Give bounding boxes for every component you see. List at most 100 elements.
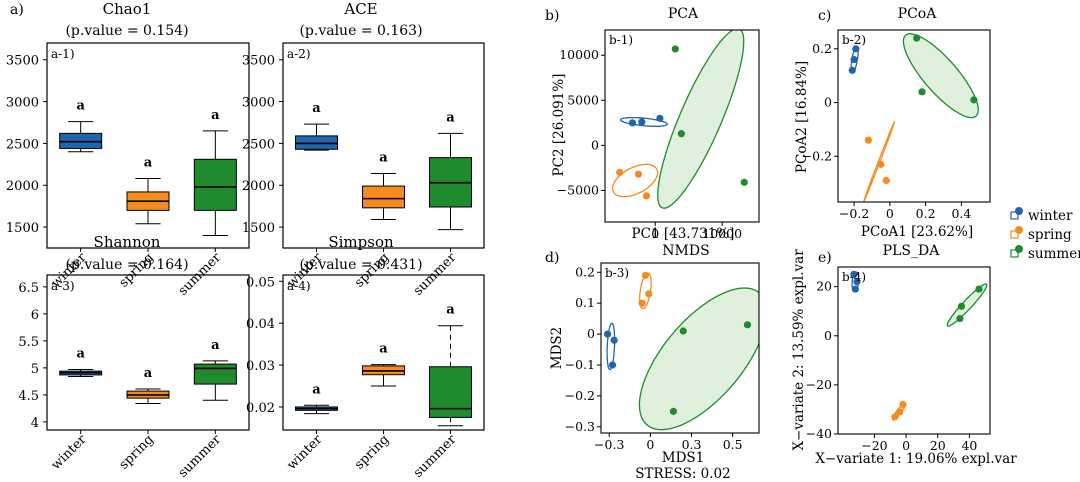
significance-letter: a: [312, 382, 321, 397]
plot-area: [611, 30, 748, 209]
y-tick-label: 0: [587, 326, 595, 341]
y-tick-label: 3500: [6, 54, 39, 69]
point-summer: [740, 178, 748, 186]
legend-swatch-box-summer: [1010, 249, 1019, 258]
stress-label: STRESS: 0.02: [635, 466, 730, 482]
ordination-panel-nmds: d) NMDS b-3) −0.3 0 0.3 0.5 −0.3 −0.2 −0.1 0 0.1 0.2…: [545, 243, 760, 482]
point-winter: [610, 336, 618, 344]
point-spring: [616, 168, 624, 177]
y-axis-label: MDS2: [549, 327, 565, 369]
point-summer: [679, 327, 687, 335]
x-axis-label: PC1 [43.731%]: [632, 226, 735, 242]
x-tick-label: summer: [411, 432, 460, 481]
confidence-ellipse-spring: [863, 120, 895, 202]
y-tick-label: 4: [31, 416, 39, 431]
legend: winter spring summer: [1010, 207, 1080, 262]
y-tick-label: −0.2: [565, 388, 595, 403]
x-tick-label: winter: [284, 432, 325, 473]
y-tick-label: 0.03: [246, 359, 275, 374]
significance-letter: a: [379, 151, 388, 166]
panel-label: b): [545, 8, 559, 24]
plot-frame: [837, 29, 991, 203]
point-winter: [656, 114, 664, 122]
legend-label: spring: [1028, 227, 1072, 243]
y-tick-label: −40: [806, 426, 832, 441]
plot-frame: [600, 262, 760, 434]
point-winter: [638, 118, 646, 126]
box-summer: [429, 366, 472, 418]
y-tick-label: −0.3: [565, 419, 595, 434]
boxplot-panel-ace: ACE (p.value = 0.163) a-2) 1500 2000 2500 3000…: [242, 0, 485, 299]
chart-title: Simpson: [328, 233, 394, 251]
y-tick-label: 0: [824, 95, 832, 110]
x-tick-label: 0: [651, 226, 659, 241]
subpanel-tag: a-3): [51, 279, 75, 293]
point-spring: [634, 170, 643, 178]
point-winter: [853, 278, 861, 286]
y-tick-label: 5: [31, 362, 39, 377]
point-summer: [669, 407, 678, 415]
x-tick-label: −20: [861, 438, 887, 453]
confidence-ellipse-summer: [638, 287, 759, 431]
point-winter: [848, 66, 856, 74]
point-winter: [850, 270, 858, 278]
x-tick-label: 0: [886, 206, 894, 221]
x-tick-label: spring: [116, 432, 156, 472]
y-tick-label: 5000: [567, 92, 599, 107]
x-tick-label: summer: [176, 432, 225, 481]
legend-label: summer: [1028, 246, 1080, 262]
chart-title: Chao1: [103, 0, 152, 18]
y-tick-label: −0.2: [802, 148, 832, 163]
panel-label: c): [818, 8, 831, 24]
y-tick-label: 20: [816, 279, 832, 294]
legend-swatch-dot-winter: [1015, 207, 1023, 215]
x-axis-label: X−variate 1: 19.06% expl.var: [815, 451, 1017, 467]
point-spring: [641, 271, 650, 279]
point-spring: [899, 400, 907, 409]
chart-title: ACE: [343, 0, 377, 18]
confidence-ellipse-winter: [619, 116, 668, 127]
y-axis-label: PCoA2 [16.84%]: [794, 61, 810, 173]
y-tick-label: 0: [824, 328, 832, 343]
plot-area: [603, 271, 759, 431]
legend-swatch-dot-spring: [1015, 226, 1023, 234]
significance-letter: a: [76, 347, 85, 362]
significance-letter: a: [446, 110, 455, 125]
point-spring: [645, 290, 653, 298]
y-tick-label: 10000: [559, 47, 599, 62]
y-tick-label: 0.02: [246, 401, 275, 416]
point-spring: [877, 160, 885, 168]
point-spring: [882, 176, 890, 185]
significance-letter: a: [76, 99, 85, 114]
subpanel-tag: b-2): [842, 33, 866, 47]
confidence-ellipse-summer: [902, 33, 979, 119]
y-tick-label: −5000: [557, 182, 599, 197]
point-winter: [851, 285, 860, 293]
x-tick-label: spring: [352, 432, 392, 472]
x-tick-label: 0.4: [951, 206, 971, 221]
y-tick-label: 4.5: [18, 389, 39, 404]
point-spring: [891, 413, 899, 421]
y-tick-label: 2500: [6, 137, 39, 152]
y-tick-label: 6: [31, 308, 39, 323]
panel-label: e): [818, 250, 832, 266]
y-tick-label: 2500: [242, 137, 275, 152]
point-summer: [956, 314, 964, 323]
chart-title: PCoA: [898, 6, 938, 22]
y-axis-label: PC2 [26.091%]: [551, 74, 567, 177]
y-tick-label: −0.1: [565, 357, 595, 372]
legend-swatch-dot-summer: [1015, 245, 1023, 253]
x-axis-label: PCoA1 [23.62%]: [861, 224, 973, 240]
subpanel-tag: a-2): [287, 47, 311, 61]
plot-frame: [837, 266, 991, 435]
y-tick-label: 3000: [242, 96, 275, 111]
point-winter: [603, 330, 612, 338]
point-summer: [970, 96, 978, 104]
subpanel-tag: a-4): [287, 279, 311, 293]
x-tick-label: 0.2: [916, 206, 936, 221]
y-tick-label: 0.2: [575, 264, 595, 279]
chart-subtitle: (p.value = 0.154): [65, 23, 188, 39]
